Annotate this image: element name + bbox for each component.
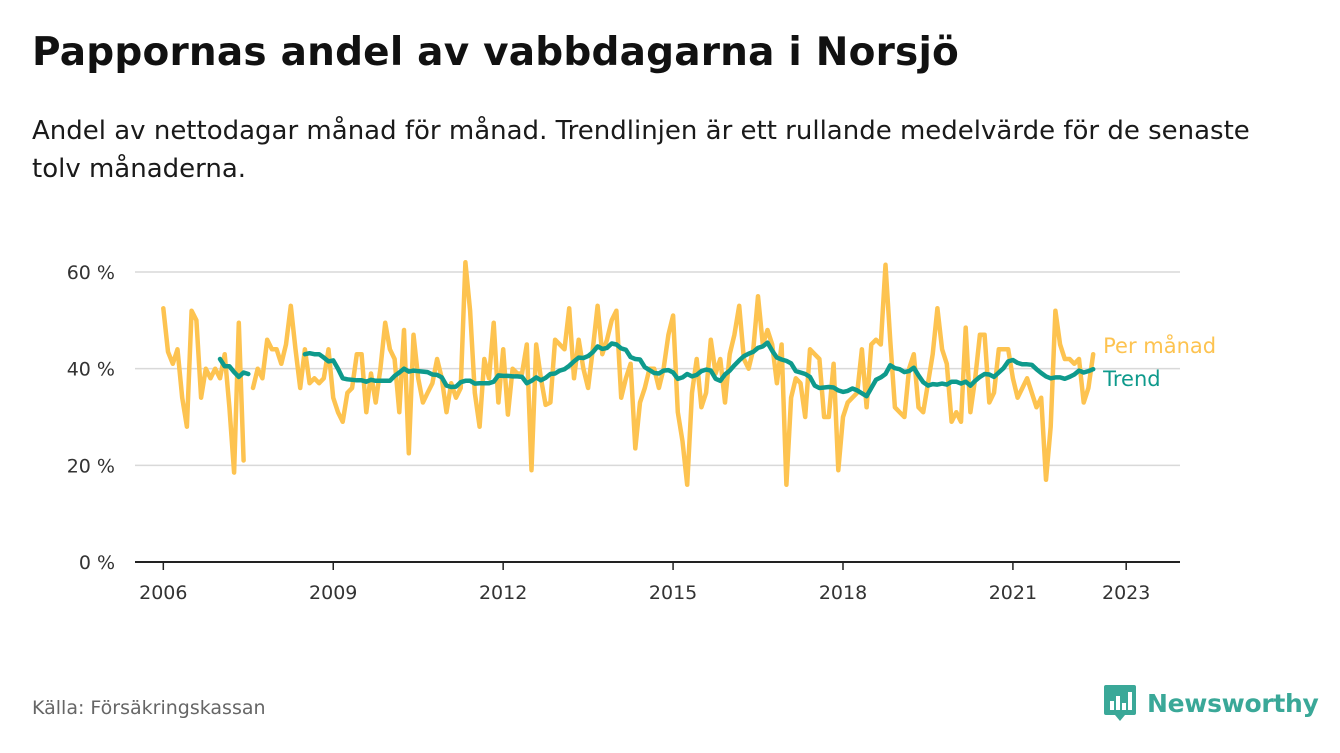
chart-subtitle: Andel av nettodagar månad för månad. Tre…	[32, 116, 1250, 184]
x-tick-label: 2009	[309, 582, 357, 604]
x-tick-label: 2021	[989, 582, 1037, 604]
x-tick-label: 2012	[479, 582, 527, 604]
series-label-trend: Trend	[1102, 367, 1160, 391]
x-tick-label: 2018	[819, 582, 867, 604]
series-label-monthly: Per månad	[1103, 333, 1216, 358]
x-axis-ticks: 2006 2009 2012 2015 2018 2021 2023	[139, 562, 1150, 604]
y-tick-label: 0 %	[79, 552, 115, 574]
y-tick-label: 20 %	[67, 455, 115, 477]
series-line-trend	[217, 340, 1096, 399]
x-tick-label: 2015	[649, 582, 697, 604]
x-tick-label: 2006	[139, 582, 187, 604]
series-line-monthly	[161, 260, 1096, 487]
y-tick-label: 60 %	[67, 262, 115, 284]
source-note: Källa: Försäkringskassan	[32, 697, 266, 719]
newsworthy-logo-icon	[1104, 685, 1136, 721]
series-labels: Per månad Trend	[1102, 333, 1216, 391]
chart-title: Pappornas andel av vabbdagarna i Norsjö	[32, 30, 960, 75]
brand-logo: Newsworthy	[1103, 683, 1319, 723]
brand-name: Newsworthy	[1147, 688, 1319, 718]
x-tick-label: 2023	[1102, 582, 1150, 604]
series-lines	[161, 260, 1096, 487]
y-axis-ticks: 0 % 20 % 40 % 60 %	[67, 262, 115, 574]
y-tick-label: 40 %	[67, 359, 115, 381]
